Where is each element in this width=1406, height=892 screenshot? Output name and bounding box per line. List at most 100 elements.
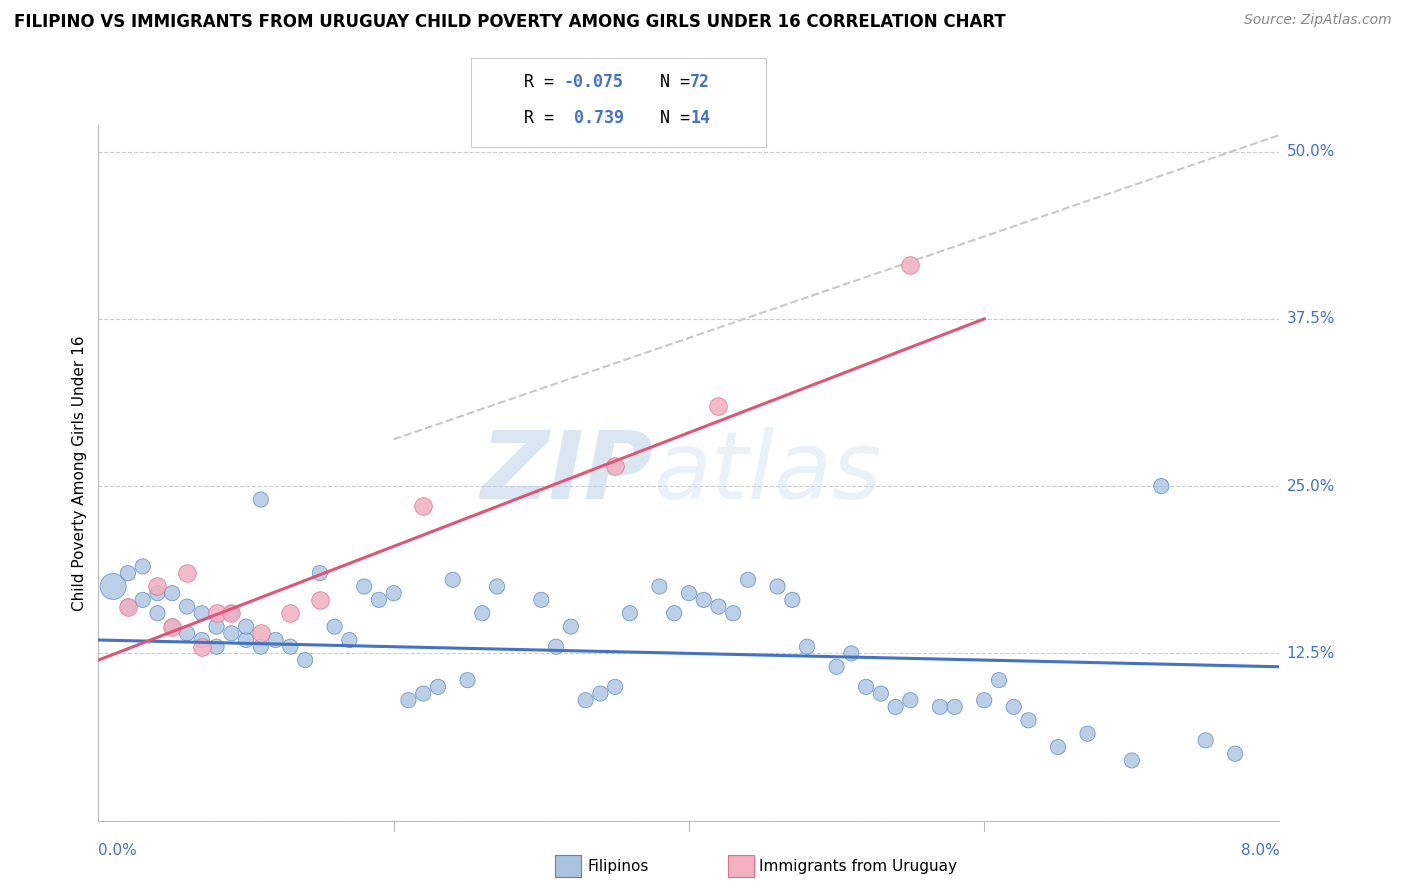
- Text: Immigrants from Uruguay: Immigrants from Uruguay: [759, 859, 957, 873]
- Text: 0.739: 0.739: [564, 109, 624, 127]
- Point: [973, 693, 995, 707]
- Text: 12.5%: 12.5%: [1286, 646, 1334, 661]
- Point: [205, 640, 228, 654]
- Text: FILIPINO VS IMMIGRANTS FROM URUGUAY CHILD POVERTY AMONG GIRLS UNDER 16 CORRELATI: FILIPINO VS IMMIGRANTS FROM URUGUAY CHIL…: [14, 13, 1005, 31]
- Text: 72: 72: [690, 73, 710, 91]
- Point: [544, 640, 567, 654]
- Point: [605, 459, 627, 474]
- Point: [191, 607, 214, 621]
- Point: [855, 680, 877, 694]
- Point: [898, 259, 921, 273]
- Point: [707, 599, 730, 614]
- Text: ZIP: ZIP: [481, 426, 654, 519]
- Point: [619, 607, 641, 621]
- Point: [162, 620, 183, 634]
- Point: [441, 573, 464, 587]
- Point: [205, 620, 228, 634]
- Point: [426, 680, 449, 694]
- Point: [530, 592, 553, 607]
- Point: [589, 687, 612, 701]
- Text: Source: ZipAtlas.com: Source: ZipAtlas.com: [1244, 13, 1392, 28]
- Point: [176, 566, 198, 581]
- Point: [884, 699, 907, 714]
- Point: [162, 586, 183, 600]
- Point: [1150, 479, 1173, 493]
- Point: [176, 626, 198, 640]
- Point: [103, 580, 124, 594]
- Point: [132, 592, 155, 607]
- Point: [191, 640, 214, 654]
- Point: [396, 693, 419, 707]
- Point: [235, 633, 257, 648]
- Point: [146, 607, 169, 621]
- Text: -0.075: -0.075: [564, 73, 624, 91]
- Point: [250, 492, 273, 507]
- Point: [1121, 753, 1143, 767]
- Text: Filipinos: Filipinos: [588, 859, 650, 873]
- Point: [825, 660, 848, 674]
- Y-axis label: Child Poverty Among Girls Under 16: Child Poverty Among Girls Under 16: [72, 335, 87, 610]
- Point: [191, 633, 214, 648]
- Point: [1017, 714, 1039, 728]
- Point: [1077, 726, 1099, 740]
- Point: [250, 640, 273, 654]
- Point: [693, 592, 716, 607]
- Text: 50.0%: 50.0%: [1286, 145, 1334, 159]
- Point: [987, 673, 1010, 688]
- Point: [796, 640, 818, 654]
- Point: [412, 500, 434, 514]
- Text: 14: 14: [690, 109, 710, 127]
- Point: [294, 653, 316, 667]
- Point: [839, 646, 862, 660]
- Point: [278, 607, 301, 621]
- Point: [219, 607, 242, 621]
- Point: [205, 607, 228, 621]
- Point: [766, 580, 789, 594]
- Point: [278, 640, 301, 654]
- Point: [678, 586, 700, 600]
- Point: [664, 607, 686, 621]
- Point: [456, 673, 478, 688]
- Text: 37.5%: 37.5%: [1286, 311, 1334, 326]
- Point: [898, 693, 921, 707]
- Text: atlas: atlas: [654, 427, 882, 518]
- Text: R =: R =: [524, 73, 564, 91]
- Point: [367, 592, 389, 607]
- Point: [1194, 733, 1216, 747]
- Point: [869, 687, 891, 701]
- Point: [1046, 740, 1069, 755]
- Point: [308, 566, 332, 581]
- Point: [219, 626, 242, 640]
- Point: [264, 633, 287, 648]
- Point: [117, 566, 139, 581]
- Point: [605, 680, 627, 694]
- Point: [943, 699, 966, 714]
- Text: N =: N =: [640, 73, 700, 91]
- Point: [1223, 747, 1246, 761]
- Point: [412, 687, 434, 701]
- Point: [1002, 699, 1025, 714]
- Point: [250, 626, 273, 640]
- Point: [117, 599, 139, 614]
- Point: [117, 599, 139, 614]
- Point: [162, 620, 183, 634]
- Point: [337, 633, 360, 648]
- Point: [721, 607, 744, 621]
- Point: [782, 592, 804, 607]
- Point: [737, 573, 759, 587]
- Point: [308, 592, 332, 607]
- Point: [146, 580, 169, 594]
- Text: 25.0%: 25.0%: [1286, 479, 1334, 493]
- Text: 8.0%: 8.0%: [1240, 843, 1279, 858]
- Point: [176, 599, 198, 614]
- Point: [485, 580, 508, 594]
- Point: [707, 399, 730, 413]
- Point: [323, 620, 346, 634]
- Point: [132, 559, 155, 574]
- Point: [471, 607, 494, 621]
- Point: [382, 586, 405, 600]
- Point: [219, 607, 242, 621]
- Point: [648, 580, 671, 594]
- Point: [235, 620, 257, 634]
- Text: N =: N =: [640, 109, 700, 127]
